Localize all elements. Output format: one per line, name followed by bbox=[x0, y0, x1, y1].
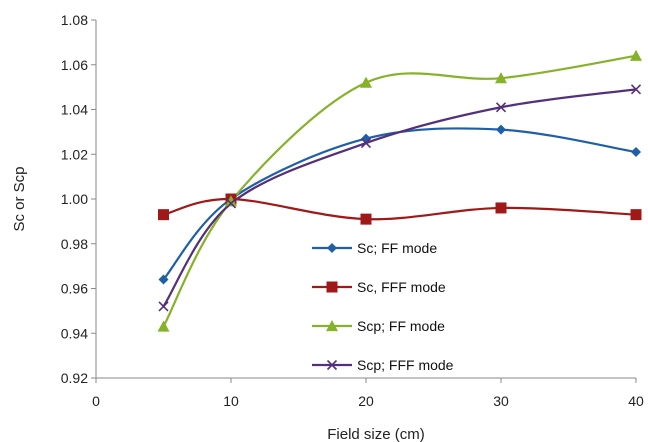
data-point-series-4 bbox=[225, 198, 237, 209]
data-point-series-1 bbox=[631, 147, 641, 158]
data-point-series-2 bbox=[630, 209, 642, 221]
data-point-series-3 bbox=[225, 195, 237, 207]
x-tick-label: 10 bbox=[223, 393, 239, 409]
x-tick-label: 20 bbox=[358, 393, 374, 409]
y-tick-label: 1.02 bbox=[61, 146, 88, 162]
y-tick-label: 1.04 bbox=[61, 102, 88, 118]
y-tick-label: 1.06 bbox=[61, 57, 88, 73]
legend-item-2: Sc, FFF mode bbox=[312, 279, 446, 295]
data-point-series-2 bbox=[158, 209, 169, 221]
y-tick-label: 0.94 bbox=[61, 325, 88, 341]
data-point-series-2 bbox=[360, 213, 372, 225]
tick-labels: 0.92 0.94 0.96 0.98 1.00 1.02 1.04 1.06 1.08 0 10 2… bbox=[61, 12, 644, 409]
legend: Sc; FF mode Sc, FFF mode Scp; FF mode Scp; … bbox=[312, 240, 454, 373]
data-point-series-4 bbox=[360, 137, 372, 149]
data-point-series-3 bbox=[495, 72, 507, 84]
data-point-series-1 bbox=[158, 274, 169, 285]
series-line-2 bbox=[163, 197, 637, 221]
legend-marker bbox=[327, 243, 337, 253]
y-tick-label: 0.96 bbox=[61, 281, 88, 297]
y-tick-label: 1.00 bbox=[61, 191, 88, 207]
legend-label: Sc; FF mode bbox=[357, 240, 437, 256]
axes bbox=[91, 19, 637, 383]
legend-item-3: Scp; FF mode bbox=[312, 318, 445, 334]
data-point-series-4 bbox=[630, 84, 642, 95]
x-tick-label: 30 bbox=[493, 393, 509, 409]
data-point-series-3 bbox=[157, 320, 170, 332]
legend-item-4: Scp; FFF mode bbox=[312, 357, 454, 373]
legend-marker bbox=[326, 281, 338, 293]
legend-label: Sc, FFF mode bbox=[357, 279, 446, 295]
y-tick-label: 1.08 bbox=[61, 12, 88, 28]
data-point-series-1 bbox=[496, 124, 506, 135]
legend-item-1: Sc; FF mode bbox=[312, 240, 437, 256]
y-axis-title: Sc or Scp bbox=[11, 166, 28, 231]
data-point-series-4 bbox=[495, 102, 507, 113]
legend-marker bbox=[326, 320, 338, 332]
x-axis-title: Field size (cm) bbox=[327, 426, 425, 442]
legend-label: Scp; FFF mode bbox=[357, 357, 454, 373]
data-point-series-3 bbox=[360, 76, 372, 88]
data-point-series-4 bbox=[158, 301, 169, 312]
data-point-series-3 bbox=[630, 49, 642, 61]
legend-marker bbox=[326, 359, 338, 371]
y-tick-label: 0.92 bbox=[61, 370, 88, 386]
data-point-series-2 bbox=[495, 202, 507, 214]
y-tick-label: 0.98 bbox=[61, 236, 88, 252]
x-tick-label: 40 bbox=[628, 393, 644, 409]
x-tick-label: 0 bbox=[92, 393, 100, 409]
series-markers bbox=[157, 49, 642, 332]
legend-label: Scp; FF mode bbox=[357, 318, 445, 334]
